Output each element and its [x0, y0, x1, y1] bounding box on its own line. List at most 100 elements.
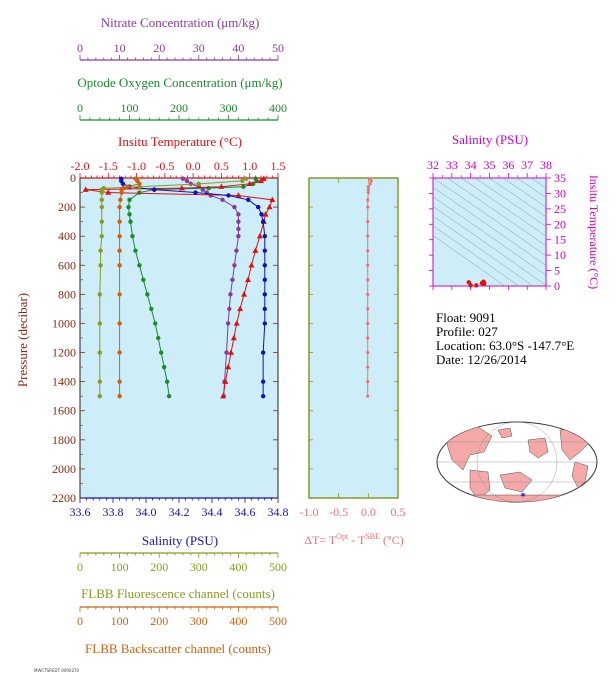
nitrate-point [227, 306, 232, 312]
nitrate-tick-label: 20 [153, 41, 165, 55]
delta-t-point [366, 249, 370, 253]
temperature-point [246, 180, 253, 187]
pressure-tick-label: 1000 [52, 316, 76, 330]
salinity-point [262, 277, 267, 283]
backscatter-point [118, 197, 123, 203]
oxygen-tick-label: 100 [121, 101, 139, 115]
ts-density-contour [433, 206, 546, 286]
delta-t-point [366, 365, 370, 369]
backscatter-point [117, 248, 122, 253]
oxygen-point [156, 335, 161, 341]
temperature-point [178, 184, 185, 191]
oxygen-point [158, 350, 164, 355]
ts-density-contour [488, 178, 546, 218]
delta-t-tick-label: -0.5 [329, 505, 348, 519]
main-plot-area [79, 177, 279, 499]
delta-t-point [366, 307, 370, 311]
delta-t-point [366, 198, 370, 202]
oxygen-point [149, 306, 154, 312]
temperature-point [220, 392, 227, 399]
salinity-point [262, 292, 267, 297]
pressure-tick-label: 0 [70, 171, 76, 185]
nitrate-point [220, 197, 225, 203]
oxygen-point [137, 263, 142, 268]
temperature-tick-label: -1.5 [99, 159, 118, 173]
pressure-tick-label: 400 [58, 229, 76, 243]
ts-title: Salinity (PSU) [452, 132, 528, 147]
fluorescence-point [240, 178, 245, 184]
nitrate-point [236, 233, 241, 239]
ts-density-contour [516, 178, 546, 198]
salinity-point [260, 393, 266, 399]
info-date: Date: 12/26/2014 [436, 352, 527, 367]
delta-t-point [366, 188, 370, 192]
ts-y-tick-label: 10 [554, 248, 566, 262]
fluorescence-line [99, 178, 247, 397]
oxygen-axis: 0 100 200 300 400 [77, 101, 287, 121]
oxygen-tick-label: 400 [269, 101, 287, 115]
fluorescence-tick-label: 500 [269, 560, 287, 574]
backscatter-point [117, 393, 122, 399]
temperature-tick-label: 0.0 [186, 159, 201, 173]
nitrate-point [224, 350, 229, 355]
fluorescence-point [98, 263, 103, 268]
temperature-point [82, 186, 89, 192]
oxygen-tick-label: 0 [77, 101, 83, 115]
ts-point [466, 280, 471, 285]
ts-x-tick-label: 32 [427, 158, 439, 172]
temperature-point [248, 262, 255, 268]
pressure-tick-label: 1600 [52, 404, 76, 418]
backscatter-tick-label: 100 [111, 614, 129, 628]
footer-text: MWCTSREDT 9090270 [34, 668, 80, 673]
delta-t-series [366, 177, 373, 398]
oxygen-point [161, 364, 167, 370]
ts-density-contour [446, 178, 546, 247]
nitrate-tick-label: 40 [232, 41, 244, 55]
main-plot-ticks: 0 10 20 30 40 500 100 200 300 400-2.0 -1.5 -1.0 -0.5… [52, 41, 289, 628]
delta-t-point [366, 220, 370, 224]
fluorescence-point [97, 292, 103, 297]
nitrate-point [180, 176, 186, 181]
ts-density-contour [502, 178, 546, 208]
backscatter-point [117, 350, 122, 355]
fluorescence-point [99, 233, 104, 239]
pressure-tick-label: 1800 [52, 433, 76, 447]
delta-t-point [366, 185, 370, 189]
oxygen-tick-label: 200 [170, 101, 188, 115]
fluorescence-point [99, 190, 104, 195]
pressure-tick-label: 2000 [52, 462, 76, 476]
backscatter-axis: 0 100 200 300 400 500 [77, 606, 287, 628]
ts-points [466, 279, 487, 288]
salinity-point [260, 379, 266, 384]
ts-x-tick-label: 38 [540, 158, 552, 172]
temperature-point [228, 349, 235, 355]
ts-plot-area [432, 177, 547, 287]
fluorescence-tick-label: 400 [229, 560, 247, 574]
backscatter-point [117, 204, 122, 210]
fluorescence-series [97, 176, 249, 399]
temperature-point [269, 196, 276, 203]
nitrate-tick-label: 50 [272, 41, 284, 55]
temperature-point [218, 183, 225, 189]
fluorescence-point [99, 197, 104, 203]
backscatter-axis-title: FLBB Backscatter channel (counts) [85, 641, 271, 656]
temperature-point [252, 247, 259, 253]
salinity-axis: 33.6 33.8 34.0 34.2 34.4 34.6 34.8 [70, 497, 289, 519]
fluorescence-tick-label: 0 [77, 560, 83, 574]
salinity-point [226, 193, 231, 198]
temperature-point [222, 378, 229, 384]
oxygen-tick-label: 300 [220, 101, 238, 115]
temperature-tick-label: -0.5 [155, 159, 174, 173]
salinity-tick-label: 34.4 [202, 505, 223, 519]
backscatter-tick-label: 300 [190, 614, 208, 628]
nitrate-tick-label: 0 [77, 41, 83, 55]
oxygen-point [127, 212, 132, 217]
salinity-point [120, 181, 126, 187]
temperature-point [235, 192, 242, 198]
fluorescence-point [99, 219, 104, 224]
info-float: Float: 9091 [436, 310, 496, 325]
float-location-marker: ✶ [519, 490, 527, 500]
fluorescence-point [97, 321, 103, 326]
fluorescence-tick-label: 300 [190, 560, 208, 574]
